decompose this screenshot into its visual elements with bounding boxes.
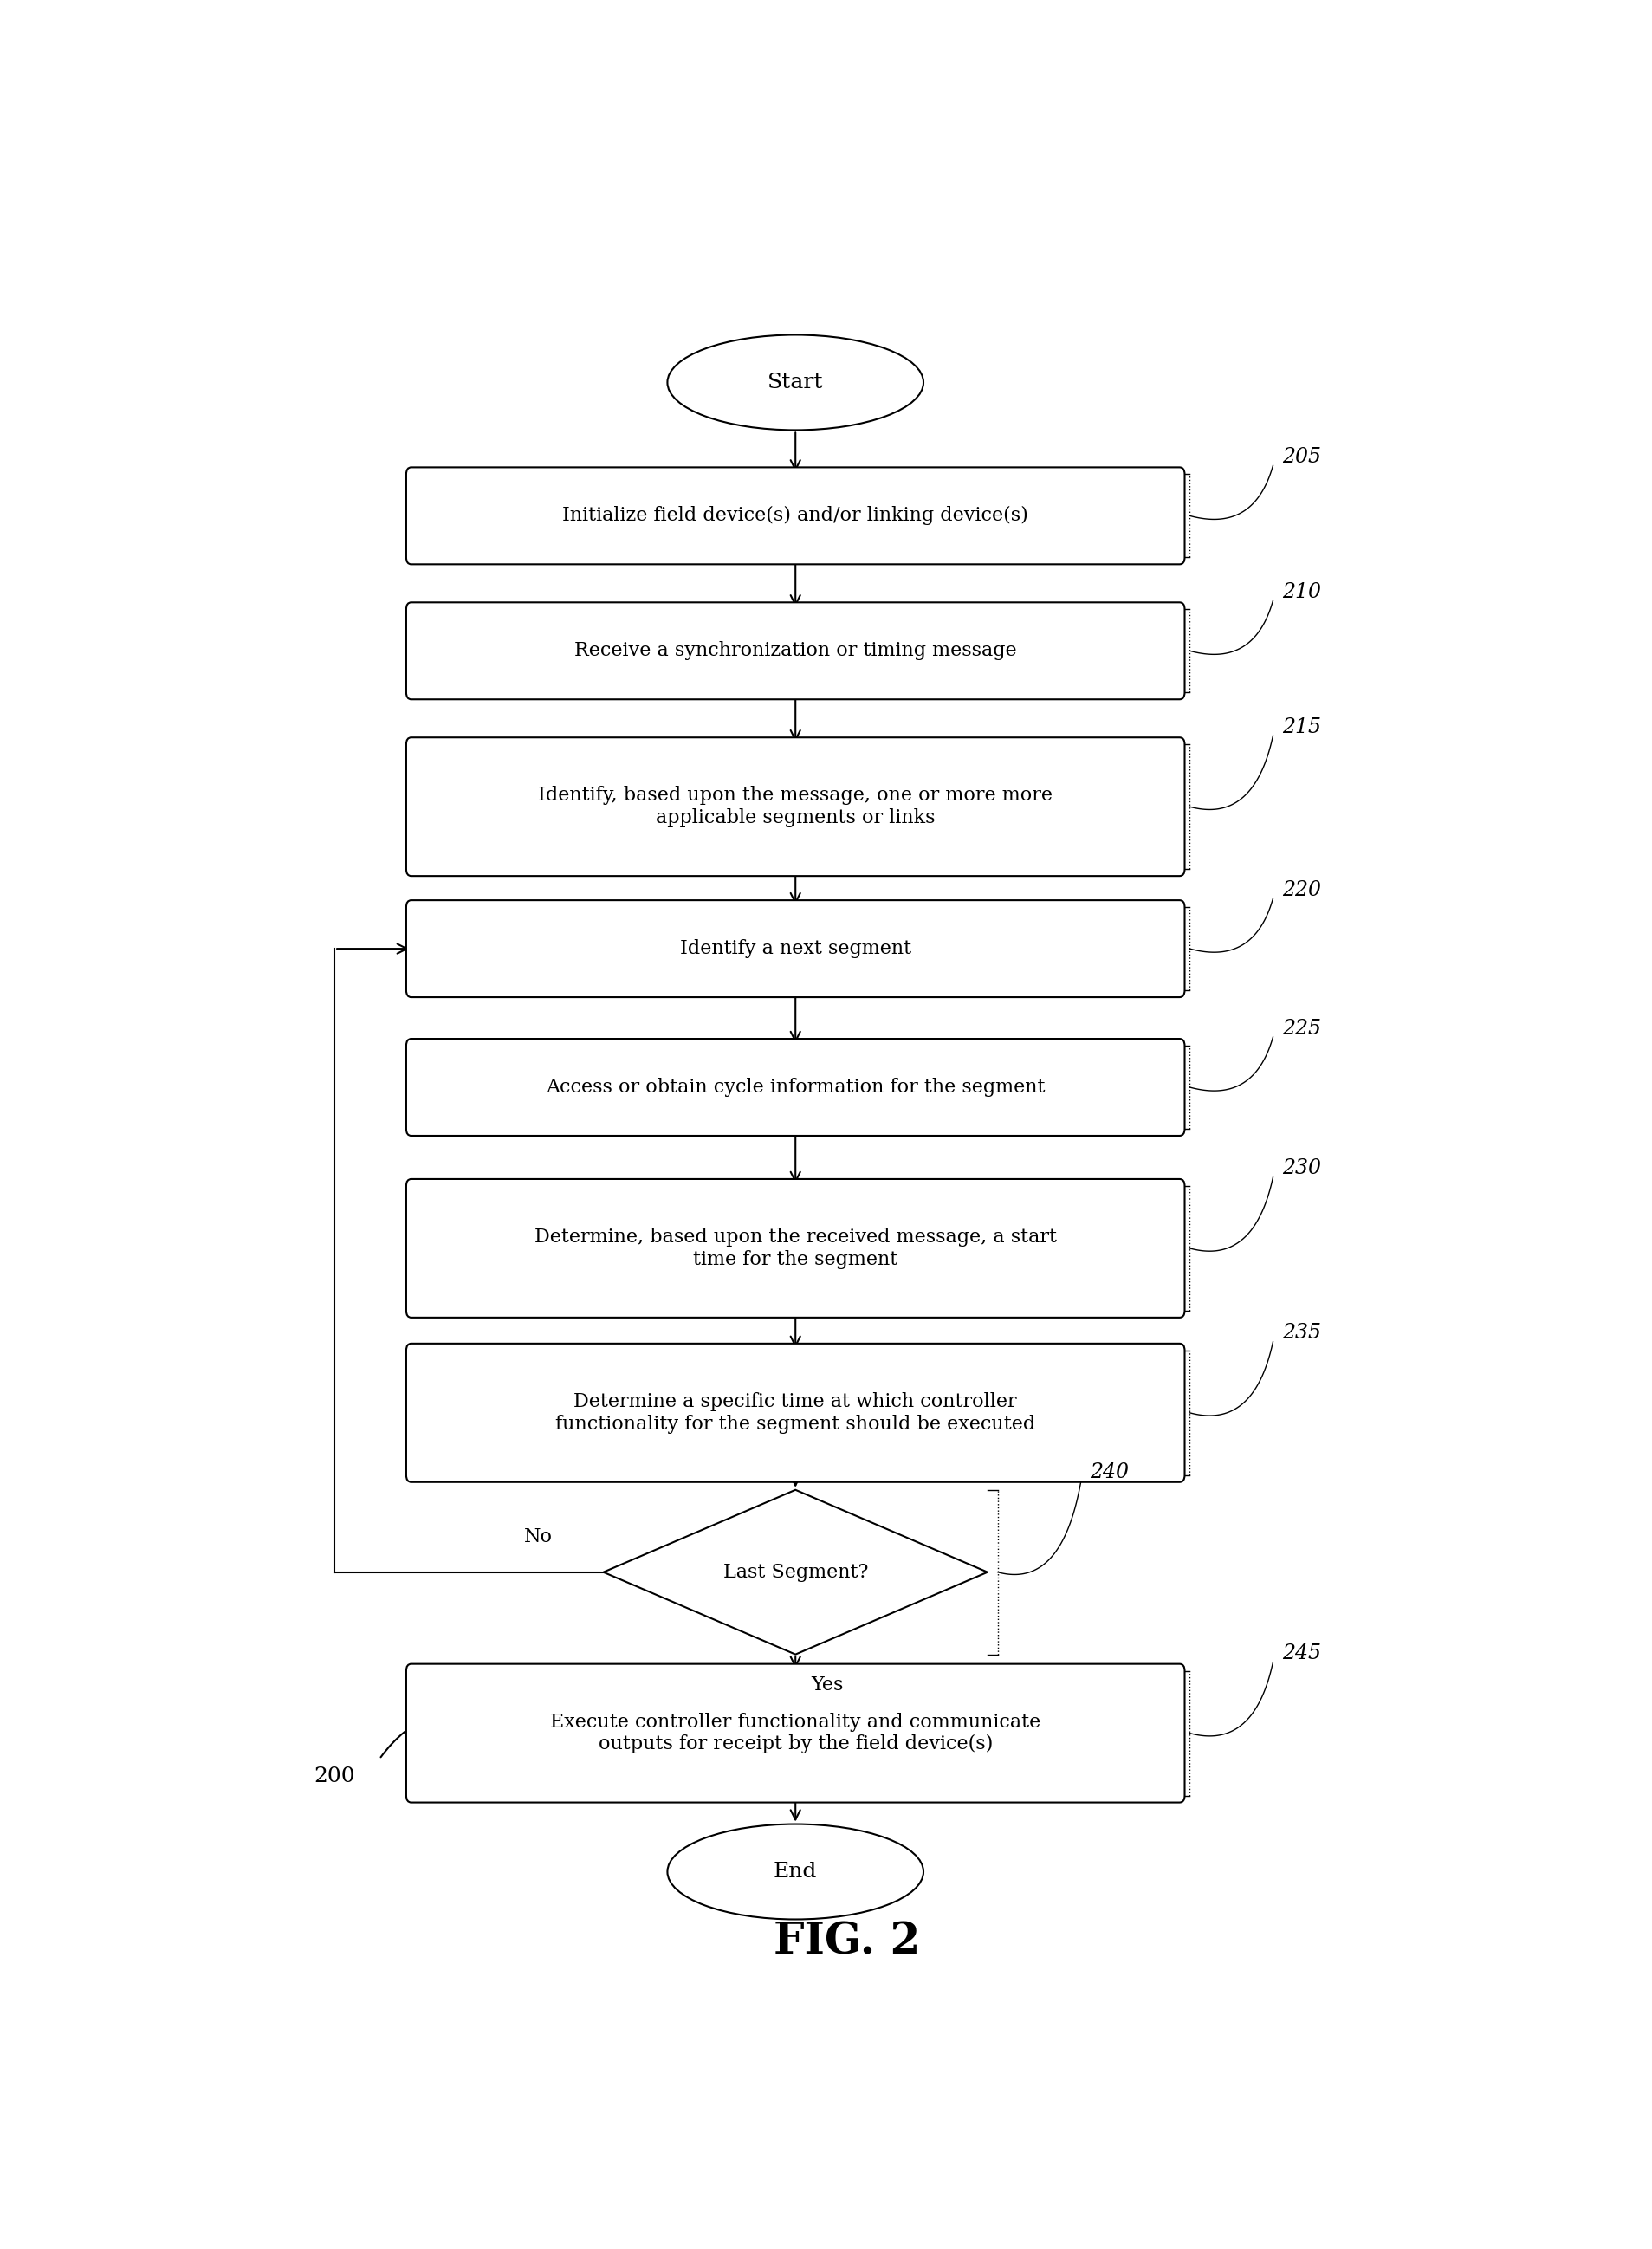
FancyBboxPatch shape (406, 738, 1184, 877)
Text: Determine a specific time at which controller
functionality for the segment shou: Determine a specific time at which contr… (555, 1392, 1036, 1433)
Text: 220: 220 (1282, 879, 1322, 900)
Text: Access or obtain cycle information for the segment: Access or obtain cycle information for t… (545, 1077, 1046, 1098)
FancyBboxPatch shape (406, 603, 1184, 699)
Text: Yes: Yes (811, 1676, 843, 1693)
Text: Determine, based upon the received message, a start
time for the segment: Determine, based upon the received messa… (534, 1228, 1057, 1268)
Ellipse shape (667, 335, 923, 430)
Text: 225: 225 (1282, 1019, 1322, 1039)
FancyBboxPatch shape (406, 1343, 1184, 1482)
Text: End: End (773, 1862, 818, 1882)
Text: 200: 200 (314, 1765, 355, 1786)
Ellipse shape (667, 1824, 923, 1918)
FancyBboxPatch shape (406, 1039, 1184, 1136)
FancyBboxPatch shape (406, 1664, 1184, 1801)
Text: Start: Start (768, 373, 823, 391)
Text: 210: 210 (1282, 582, 1322, 603)
Text: 230: 230 (1282, 1158, 1322, 1178)
Text: 215: 215 (1282, 717, 1322, 738)
Text: 205: 205 (1282, 448, 1322, 468)
Text: No: No (524, 1527, 552, 1545)
Polygon shape (603, 1489, 988, 1655)
Text: 235: 235 (1282, 1322, 1322, 1343)
FancyBboxPatch shape (406, 1178, 1184, 1318)
FancyBboxPatch shape (406, 900, 1184, 996)
Text: 245: 245 (1282, 1644, 1322, 1664)
Text: Initialize field device(s) and/or linking device(s): Initialize field device(s) and/or linkin… (562, 506, 1029, 526)
Text: Execute controller functionality and communicate
outputs for receipt by the fiel: Execute controller functionality and com… (550, 1711, 1041, 1754)
Text: FIG. 2: FIG. 2 (773, 1921, 920, 1963)
Text: Last Segment?: Last Segment? (724, 1563, 867, 1581)
Text: Receive a synchronization or timing message: Receive a synchronization or timing mess… (575, 641, 1016, 661)
FancyBboxPatch shape (406, 468, 1184, 564)
Text: 240: 240 (1090, 1462, 1128, 1482)
Text: Identify a next segment: Identify a next segment (679, 940, 912, 958)
Text: Identify, based upon the message, one or more more
applicable segments or links: Identify, based upon the message, one or… (539, 787, 1052, 828)
